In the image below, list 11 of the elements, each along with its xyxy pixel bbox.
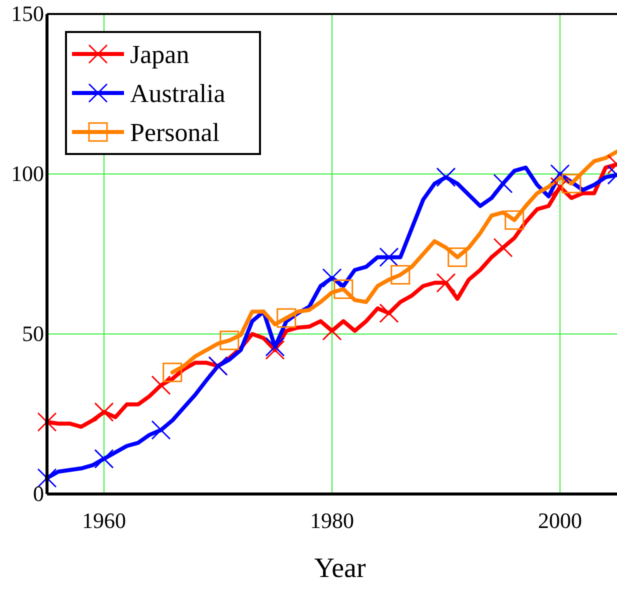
y-tick-label: 150 xyxy=(11,1,44,26)
y-tick-label: 50 xyxy=(22,321,44,346)
legend-label: Japan xyxy=(130,40,190,69)
legend-label: Australia xyxy=(130,79,226,108)
y-tick-label: 100 xyxy=(11,161,44,186)
x-tick-label: 1980 xyxy=(310,508,354,533)
x-axis-title: Year xyxy=(314,553,366,584)
x-tick-label: 1960 xyxy=(82,508,126,533)
x-tick-label: 2000 xyxy=(538,508,582,533)
legend-label: Personal xyxy=(130,118,220,147)
y-tick-label: 0 xyxy=(33,481,44,506)
